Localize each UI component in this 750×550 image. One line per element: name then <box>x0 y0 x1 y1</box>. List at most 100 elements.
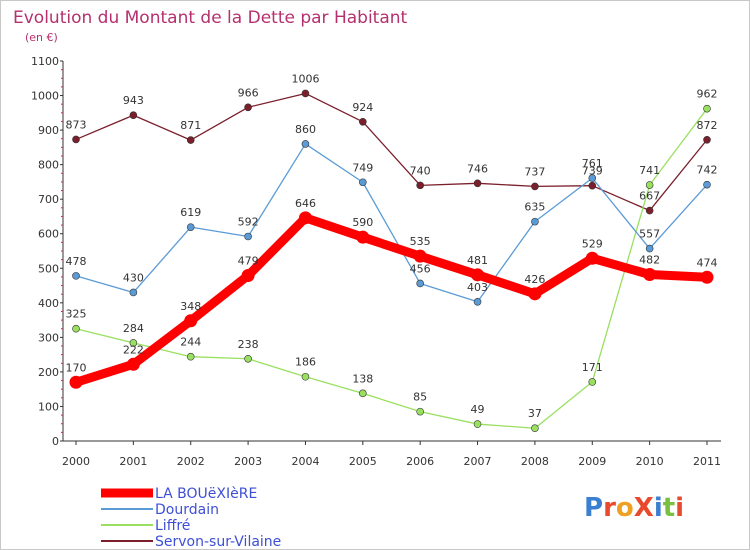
y-tick-label: 500 <box>38 262 59 275</box>
x-tick-label: 2002 <box>177 455 205 468</box>
y-tick-label: 300 <box>38 331 59 344</box>
data-label-1: 592 <box>238 215 259 228</box>
series-point-2 <box>359 389 367 398</box>
data-label-3: 872 <box>697 119 718 132</box>
data-label-2: 741 <box>639 164 660 177</box>
series-point-2 <box>645 181 654 189</box>
data-label-2: 186 <box>295 356 316 369</box>
data-label-2: 284 <box>123 322 144 335</box>
x-tick-label: 2011 <box>693 455 721 468</box>
data-label-3: 667 <box>639 190 660 203</box>
data-label-3: 740 <box>410 164 431 177</box>
x-tick-label: 2009 <box>578 455 606 468</box>
y-tick-label: 0 <box>52 435 59 448</box>
series-point-3 <box>531 182 539 191</box>
series-point-3 <box>129 111 138 120</box>
series-point-1 <box>186 223 195 231</box>
series-point-0 <box>413 249 427 263</box>
data-label-1: 761 <box>582 157 603 170</box>
x-tick-label: 2006 <box>406 455 434 468</box>
data-label-1: 557 <box>639 228 660 241</box>
series-point-1 <box>72 272 80 280</box>
series-point-1 <box>416 279 424 288</box>
y-tick-label: 800 <box>38 159 59 172</box>
data-label-3: 1006 <box>291 72 319 85</box>
x-tick-label: 2008 <box>521 455 549 468</box>
data-label-2: 37 <box>528 407 542 420</box>
series-point-2 <box>72 324 80 333</box>
series-point-1 <box>645 244 654 253</box>
series-point-1 <box>359 178 367 187</box>
series-point-2 <box>416 407 424 416</box>
series-point-1 <box>473 297 482 306</box>
x-tick-label: 2010 <box>636 455 664 468</box>
y-tick-label: 600 <box>38 228 59 241</box>
legend: LA BOUëXIèREDourdainLiffréServon-sur-Vil… <box>101 486 281 549</box>
data-label-0: 170 <box>66 361 87 374</box>
data-label-3: 943 <box>123 94 144 107</box>
series-point-3 <box>703 135 711 144</box>
y-tick-label: 1000 <box>31 90 59 103</box>
legend-label-0: LA BOUëXIèRE <box>155 486 257 502</box>
series-point-1 <box>129 288 138 297</box>
data-label-2: 85 <box>413 391 427 404</box>
series-point-2 <box>703 104 711 113</box>
data-label-0: 481 <box>467 254 488 267</box>
data-label-1: 619 <box>180 206 201 219</box>
data-label-1: 403 <box>467 281 488 294</box>
series-point-3 <box>473 179 482 188</box>
legend-label-2: Liffré <box>155 518 190 534</box>
data-label-0: 590 <box>352 216 373 229</box>
series-point-0 <box>241 269 255 283</box>
proxiti-logo: ProXiti <box>584 493 684 523</box>
series-point-1 <box>703 180 711 189</box>
data-label-3: 737 <box>524 165 545 178</box>
series-point-0 <box>356 230 370 244</box>
series-point-3 <box>645 206 654 215</box>
y-tick-label: 900 <box>38 124 59 137</box>
data-label-0: 535 <box>410 235 431 248</box>
data-label-1: 749 <box>352 161 373 174</box>
data-labels: 873 943 871 966 1006 924 740 746 737 739 667 872 325… <box>66 72 718 420</box>
series-line-3 <box>75 92 708 212</box>
chart-title: Evolution du Montant de la Dette par Hab… <box>13 8 408 28</box>
series-point-3 <box>416 181 424 190</box>
data-label-3: 924 <box>352 101 373 114</box>
series-layer <box>69 89 714 433</box>
data-label-1: 635 <box>524 201 545 214</box>
series-point-3 <box>186 136 195 144</box>
data-label-0: 426 <box>524 273 545 286</box>
series-point-0 <box>585 251 599 265</box>
chart-subtitle: (en €) <box>25 31 58 44</box>
series-point-1 <box>244 232 252 241</box>
series-point-0 <box>700 270 714 284</box>
axes: 0 100 200 300 400 500 600 700 800 900 1000 1100 2000… <box>31 55 721 468</box>
legend-label-3: Servon-sur-Vilaine <box>155 534 281 549</box>
data-label-2: 244 <box>180 336 201 349</box>
series-point-3 <box>244 103 252 112</box>
legend-label-1: Dourdain <box>155 502 219 518</box>
series-point-3 <box>72 135 80 144</box>
x-tick-label: 2001 <box>119 455 147 468</box>
series-point-0 <box>69 375 83 389</box>
data-label-1: 860 <box>295 123 316 136</box>
data-label-0: 222 <box>123 343 144 356</box>
data-label-3: 746 <box>467 162 488 175</box>
y-tick-label: 400 <box>38 297 59 310</box>
series-point-0 <box>126 357 140 371</box>
data-label-3: 739 <box>582 165 603 178</box>
data-label-1: 742 <box>697 164 718 177</box>
data-label-0: 474 <box>697 256 718 269</box>
series-point-0 <box>184 314 198 328</box>
series-point-2 <box>244 354 252 363</box>
series-point-1 <box>301 140 310 148</box>
data-label-2: 962 <box>697 88 718 101</box>
y-tick-label: 700 <box>38 193 59 206</box>
y-tick-label: 200 <box>38 366 59 379</box>
data-label-2: 238 <box>238 338 259 351</box>
series-point-2 <box>186 352 195 361</box>
series-point-0 <box>528 287 542 301</box>
series-line-2 <box>75 108 708 429</box>
data-label-2: 171 <box>582 361 603 374</box>
